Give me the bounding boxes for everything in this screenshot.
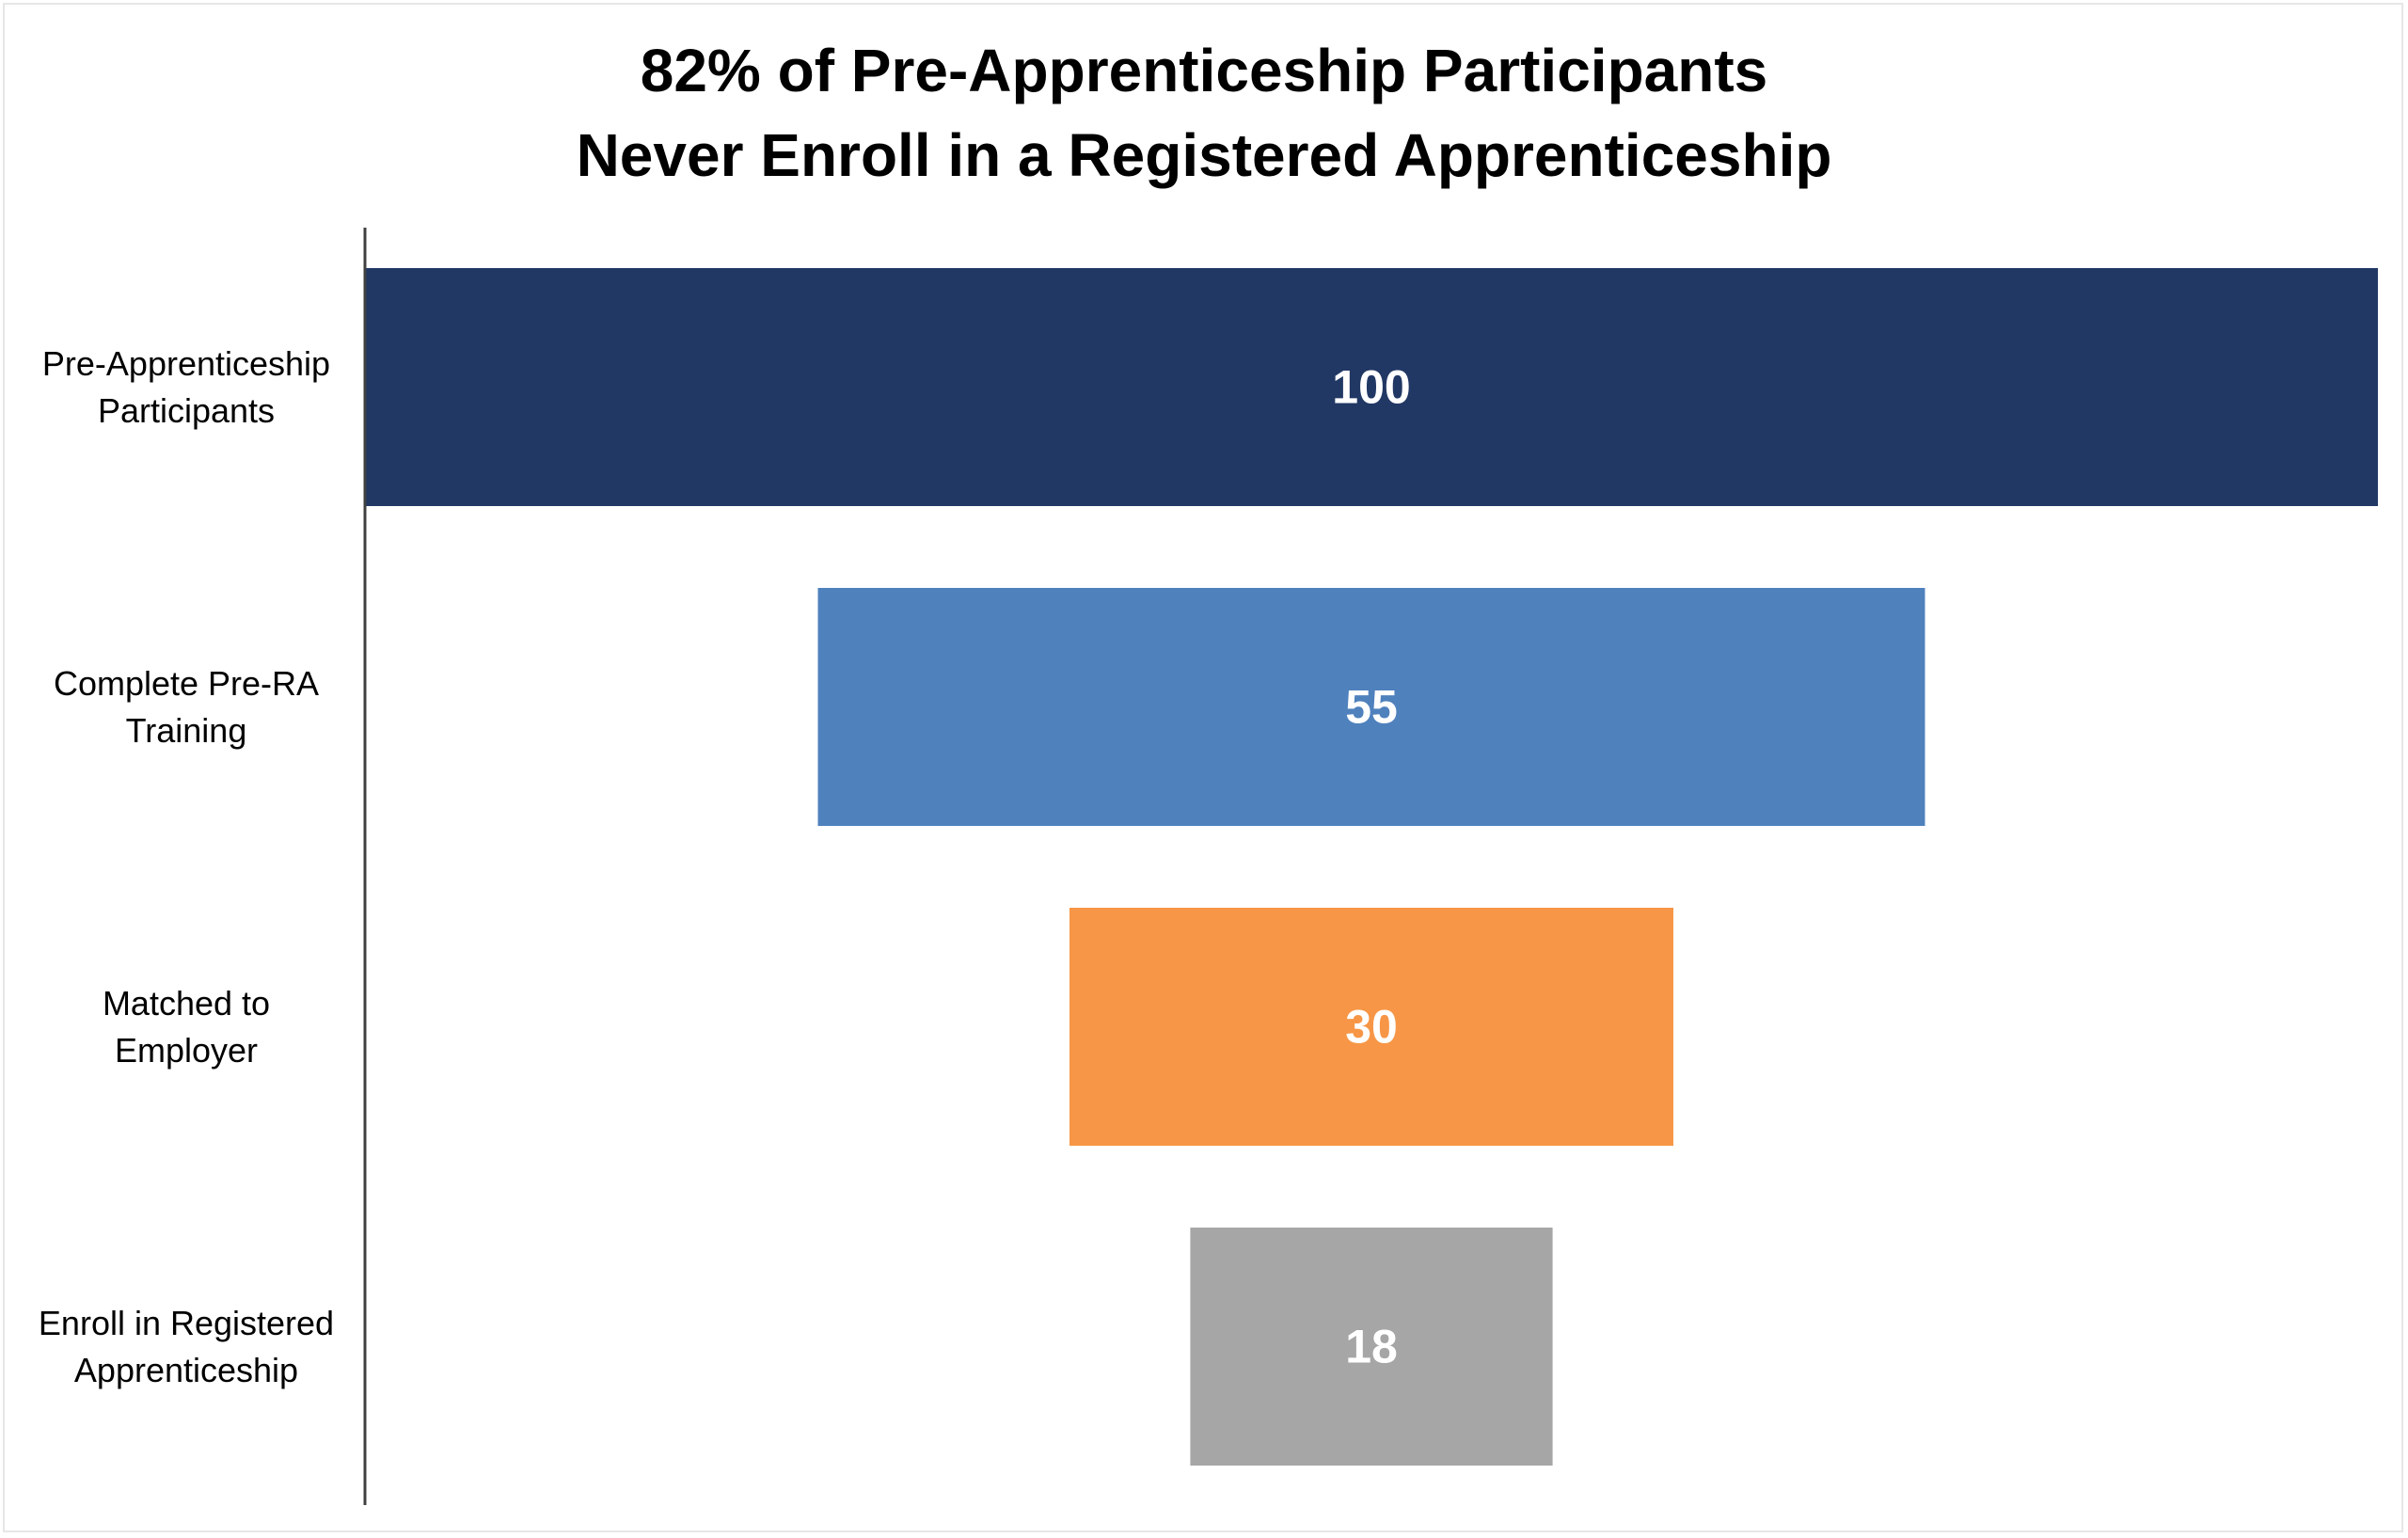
funnel-bar-3 [1069,908,1673,1146]
value-label-4: 18 [1345,1321,1398,1373]
funnel-bar-2 [817,588,1925,826]
value-label-2: 55 [1345,681,1398,734]
category-label-2-line-2: Training [126,711,247,750]
category-label-4-line-1: Enroll in Registered [39,1304,334,1342]
category-label-4-line-2: Apprenticeship [74,1351,298,1389]
chart-title-line-1: 82% of Pre-Apprenticeship Participants [640,37,1768,104]
value-label-1: 100 [1332,361,1410,414]
category-label-2-line-1: Complete Pre-RA [54,664,319,703]
category-label-3-line-1: Matched to [103,984,270,1023]
chart-title-line-2: Never Enroll in a Registered Apprentices… [576,121,1832,189]
funnel-bar-1 [365,268,2378,506]
category-label-1-line-2: Participants [98,391,275,430]
funnel-bar-4 [1190,1228,1553,1466]
category-label-1-line-1: Pre-Apprenticeship [42,344,330,383]
value-label-3: 30 [1345,1001,1398,1054]
category-label-3-line-2: Employer [115,1031,258,1070]
chart-title: 82% of Pre-Apprenticeship Participants N… [0,28,2408,198]
